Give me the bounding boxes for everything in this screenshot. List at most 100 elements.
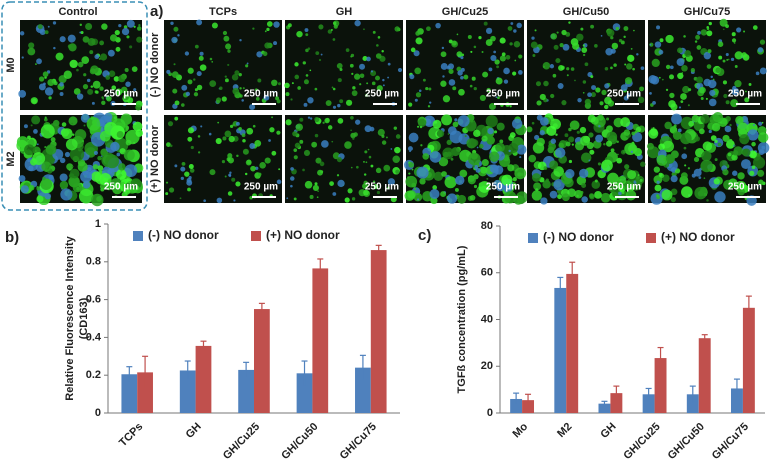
- cell: [44, 116, 47, 119]
- cell: [293, 197, 297, 201]
- cell: [614, 182, 621, 189]
- cell: [231, 177, 236, 182]
- cell: [741, 52, 747, 58]
- cell: [586, 142, 594, 150]
- cell: [351, 197, 356, 201]
- cell: [672, 131, 682, 140]
- cell: [387, 186, 390, 190]
- cell: [447, 133, 450, 135]
- cell: [708, 21, 712, 26]
- cell: [429, 188, 440, 200]
- cell: [493, 179, 502, 188]
- cell: [81, 56, 90, 64]
- cell: [71, 122, 74, 125]
- cell: [44, 87, 54, 96]
- cell: [566, 74, 569, 77]
- cell: [239, 94, 243, 98]
- cell: [38, 83, 46, 91]
- cell: [229, 124, 234, 129]
- cell: [422, 78, 426, 82]
- cell: [564, 133, 569, 138]
- cell: [72, 182, 83, 193]
- cell: [200, 125, 203, 128]
- cell: [331, 86, 334, 89]
- row-label: M2: [5, 151, 17, 166]
- cell: [125, 139, 132, 146]
- cell: [381, 134, 385, 138]
- cell: [115, 169, 127, 180]
- cell: [242, 139, 246, 143]
- scale-bar-label: 250 µm: [607, 89, 641, 100]
- cell: [382, 78, 385, 82]
- cell: [290, 176, 295, 181]
- cell: [693, 156, 700, 163]
- cell: [375, 75, 380, 81]
- cell: [601, 159, 613, 172]
- cell: [636, 53, 639, 56]
- legend-swatch: [646, 233, 656, 243]
- cell: [72, 133, 75, 137]
- cell: [444, 176, 457, 189]
- scale-bar-label: 250 µm: [607, 182, 641, 193]
- cell: [476, 146, 479, 149]
- cell: [273, 41, 278, 46]
- y-tick-label: 0: [95, 407, 101, 419]
- cell: [211, 61, 214, 63]
- cell: [694, 136, 700, 142]
- scale-bar-label: 250 µm: [728, 89, 762, 100]
- cell: [303, 149, 311, 156]
- cell: [565, 169, 575, 179]
- cell: [217, 121, 220, 124]
- cell: [570, 67, 575, 71]
- cell: [40, 124, 55, 139]
- cell: [97, 165, 104, 172]
- cell: [731, 38, 737, 43]
- cell: [133, 88, 137, 92]
- panel-label: a): [150, 3, 163, 20]
- x-tick-label: GH/Cu25: [221, 421, 262, 462]
- cell: [606, 117, 610, 121]
- cell: [497, 96, 500, 100]
- cell: [571, 143, 574, 146]
- cell: [698, 176, 702, 179]
- legend-label: (-) NO donor: [543, 230, 614, 244]
- cell: [597, 114, 604, 121]
- cell: [89, 50, 94, 55]
- cell: [490, 35, 496, 42]
- cell: [568, 127, 572, 132]
- cell: [516, 191, 528, 204]
- cell: [311, 141, 318, 148]
- cell: [125, 182, 131, 189]
- cell: [241, 99, 244, 102]
- cell: [254, 166, 259, 170]
- cell: [73, 88, 81, 95]
- cell: [501, 174, 513, 186]
- cell: [433, 171, 444, 182]
- cell: [44, 30, 49, 35]
- cell: [700, 29, 708, 36]
- cell: [309, 69, 312, 72]
- cell: [759, 67, 767, 75]
- cell: [487, 127, 494, 135]
- bar: [312, 268, 329, 413]
- cell: [135, 104, 142, 111]
- cell: [337, 118, 344, 124]
- cell: [718, 55, 723, 60]
- cell: [61, 122, 67, 127]
- cell: [307, 47, 311, 50]
- cell: [696, 45, 702, 50]
- cell: [567, 188, 576, 198]
- cell: [610, 135, 614, 139]
- cell: [631, 131, 636, 136]
- scale-bar-label: 250 µm: [244, 182, 278, 193]
- cell: [18, 175, 26, 182]
- cell: [101, 100, 106, 105]
- cell: [425, 87, 429, 91]
- cell: [294, 62, 299, 67]
- cell: [727, 58, 730, 61]
- cell: [708, 98, 717, 107]
- legend-label: (-) NO donor: [148, 228, 219, 242]
- cell: [610, 148, 615, 153]
- cell: [648, 128, 659, 139]
- cell: [82, 83, 89, 90]
